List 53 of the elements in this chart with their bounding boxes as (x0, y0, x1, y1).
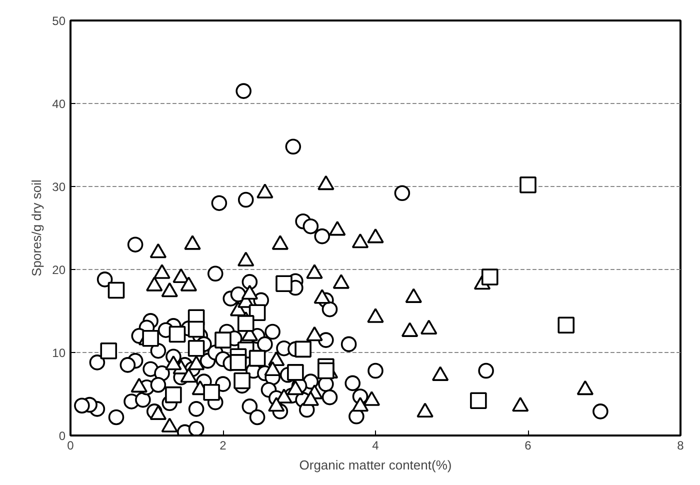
point (302, 391, 320, 406)
point (332, 274, 350, 289)
y-tick-label: 30 (52, 180, 66, 194)
y-tick-label: 50 (52, 14, 66, 28)
point (363, 391, 380, 406)
point (161, 418, 178, 432)
point (165, 355, 182, 370)
y-tick-label: 10 (52, 346, 66, 360)
point (352, 396, 369, 412)
x-tick-label: 4 (372, 438, 380, 452)
point (180, 276, 198, 292)
point (318, 175, 334, 190)
point (328, 220, 346, 236)
point (432, 366, 449, 381)
x-tick-label: 2 (220, 438, 227, 452)
point (367, 308, 384, 323)
x-tick-label: 8 (677, 438, 684, 452)
point (150, 243, 167, 258)
point (287, 380, 304, 396)
point (161, 282, 178, 298)
point (172, 268, 190, 284)
point (401, 322, 418, 337)
point (184, 235, 201, 250)
point (237, 252, 254, 266)
point (420, 320, 438, 334)
point (264, 361, 281, 376)
point (314, 288, 331, 304)
x-tick-label: 6 (524, 438, 532, 452)
point (180, 368, 198, 383)
y-tick-label: 0 (58, 429, 66, 443)
point (272, 235, 289, 250)
y-axis-title: Spores/g dry soil (29, 179, 44, 276)
point (576, 380, 594, 396)
x-axis-title: Organic matter content(%) (299, 458, 452, 472)
y-tick-label: 40 (52, 97, 66, 111)
point (130, 378, 148, 393)
point (241, 284, 258, 300)
point (268, 396, 285, 412)
point (154, 264, 170, 279)
point (276, 388, 292, 404)
point (405, 288, 422, 303)
point (306, 326, 323, 342)
point (367, 228, 384, 244)
point (146, 276, 163, 292)
point (416, 402, 434, 418)
y-tick-label: 20 (52, 263, 66, 277)
point (150, 405, 167, 420)
point (256, 184, 274, 198)
point (188, 355, 205, 370)
point (512, 396, 529, 412)
point (306, 264, 323, 279)
point (352, 233, 369, 248)
x-tick-label: 0 (67, 438, 74, 452)
